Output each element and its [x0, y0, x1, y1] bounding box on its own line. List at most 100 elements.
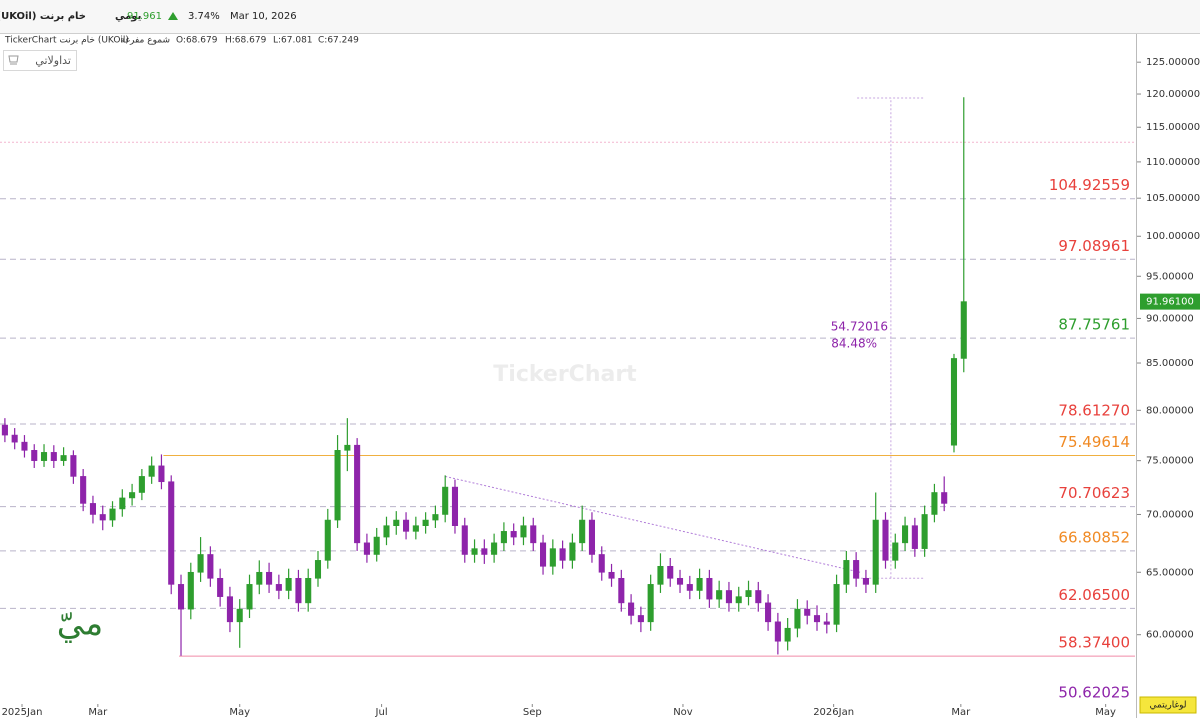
level-label: 50.62025: [1058, 684, 1130, 702]
info-close: C:67.249: [318, 36, 359, 46]
x-tick-label: May: [1095, 707, 1116, 718]
candle-body: [500, 531, 507, 544]
candle-body: [442, 486, 449, 515]
candle-body: [491, 542, 498, 555]
candle-body: [226, 596, 233, 623]
button-frame[interactable]: [3, 50, 77, 71]
candle-body: [207, 554, 214, 579]
candle-body: [363, 542, 370, 555]
x-tick-label: May: [229, 707, 250, 718]
x-tick-label: Jul: [375, 707, 388, 718]
candle-body: [256, 571, 263, 585]
candle-body: [745, 590, 752, 597]
candle-body: [598, 554, 605, 573]
scale-button-label[interactable]: لوغاريتمي: [1149, 701, 1186, 711]
x-tick-label: Mar: [951, 707, 971, 718]
candle-body: [11, 434, 18, 443]
price: 91.961: [127, 11, 162, 22]
candle-body: [89, 503, 96, 515]
candle-body: [403, 519, 410, 532]
level-label: 97.08961: [1058, 237, 1130, 255]
scale-button[interactable]: [1139, 696, 1197, 714]
candle-body: [432, 514, 439, 521]
candle-body: [119, 497, 126, 510]
candle-body: [50, 452, 57, 461]
measure-change: 54.72016: [831, 320, 888, 334]
candle-body: [579, 519, 586, 544]
candle-body: [31, 450, 38, 461]
candle-body: [187, 571, 194, 610]
candle-body: [70, 455, 77, 477]
candle-body: [520, 525, 527, 538]
y-tick-label: 65.00000: [1146, 567, 1194, 578]
candle-body: [941, 492, 948, 504]
candle-body: [21, 441, 28, 451]
candle-body: [40, 452, 48, 461]
candle-body: [823, 621, 830, 625]
button-label[interactable]: تداولاتي: [35, 54, 71, 67]
y-tick-label: 80.00000: [1146, 405, 1194, 416]
candle-body: [706, 577, 713, 600]
candle-body: [334, 450, 341, 521]
candle-body: [148, 465, 155, 477]
candle-body: [285, 577, 292, 591]
candle-body: [774, 621, 781, 642]
candle-body: [921, 514, 928, 549]
level-label: 62.06500: [1058, 586, 1130, 604]
info-low: L:67.081: [273, 36, 313, 46]
candle-body: [138, 476, 145, 493]
price-axis: [1136, 34, 1200, 718]
level-label: 58.37400: [1058, 634, 1130, 652]
level-label: 66.80852: [1058, 528, 1130, 546]
candle-body: [471, 548, 478, 555]
watermark: TickerChart: [493, 362, 637, 387]
candle-body: [393, 519, 400, 526]
candle-body: [109, 508, 116, 521]
y-tick-label: 125.00000: [1146, 57, 1200, 68]
candle-body: [569, 542, 576, 561]
info-high: H:68.679: [225, 36, 267, 46]
candle-body: [344, 444, 351, 451]
candle-body: [177, 584, 185, 610]
candle-body: [657, 565, 664, 585]
level-label: 75.49614: [1058, 433, 1130, 451]
candle-body: [637, 615, 644, 623]
y-tick-label: 105.00000: [1146, 193, 1200, 204]
candle-body: [784, 627, 791, 642]
candle-body: [804, 608, 811, 616]
candle-body: [539, 542, 547, 567]
candle-body: [667, 565, 674, 579]
x-tick-label: Nov: [673, 707, 693, 718]
candle-body: [735, 596, 742, 604]
candle-body: [129, 492, 136, 499]
candle-body: [902, 525, 909, 544]
y-tick-label: 110.00000: [1146, 157, 1200, 168]
candle-body: [530, 525, 537, 544]
candle-body: [588, 519, 596, 555]
candle-body: [305, 577, 312, 604]
info-style: شموع مفرغة: [121, 36, 171, 46]
candle-body: [510, 531, 517, 538]
level-label: 78.61270: [1058, 401, 1130, 419]
candle-body: [559, 548, 566, 561]
candle-body: [862, 577, 869, 585]
candle-body: [1, 424, 8, 436]
candle-body: [246, 584, 253, 610]
info-source: TickerChart خام برنت (UKOil): [4, 36, 129, 46]
x-tick-label: 2026Jan: [813, 707, 854, 718]
trendline: [445, 475, 861, 573]
candle-body: [354, 444, 361, 544]
candle-body: [80, 476, 87, 504]
candle-body: [451, 486, 459, 526]
candle-body: [813, 615, 821, 623]
candle-body: [911, 525, 918, 549]
trades-button[interactable]: تداولاتي: [3, 50, 77, 71]
cart-icon: [8, 55, 19, 65]
candle-body: [647, 584, 654, 623]
y-tick-label: 120.00000: [1146, 89, 1200, 100]
last-price-tag: [1140, 293, 1200, 310]
candle-body: [197, 554, 204, 573]
y-tick-label: 85.00000: [1146, 358, 1194, 369]
candle-body: [314, 560, 322, 579]
